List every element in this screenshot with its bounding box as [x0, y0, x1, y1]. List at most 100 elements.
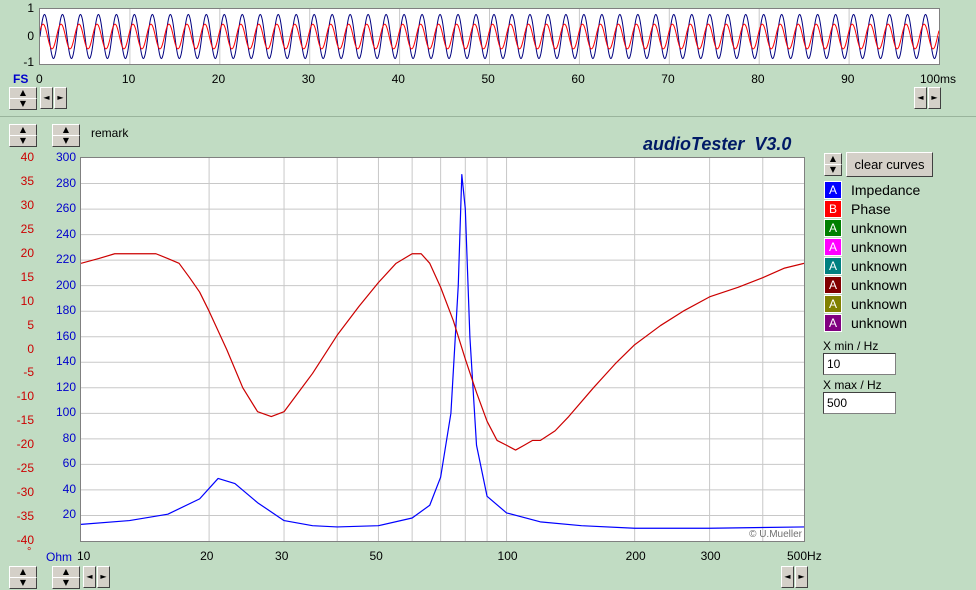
ohm-scale-spinner[interactable]: ▲ ▼ — [52, 124, 80, 147]
scope-x-tick: 30 — [301, 72, 316, 86]
ohm-tick: 260 — [55, 201, 76, 216]
ohm-tick: 160 — [55, 328, 76, 343]
scope-x-tick: 50 — [481, 72, 495, 86]
phase-tick: -30 — [16, 485, 34, 500]
scope-x-tick: 10 — [121, 72, 136, 86]
legend-label: unknown — [851, 277, 908, 293]
freq-left-button[interactable]: ◄ — [83, 566, 96, 588]
ohm-tick: 180 — [55, 303, 76, 318]
scope-y-spinner[interactable]: ▲ ▼ — [9, 87, 37, 110]
app-title: audioTester V3.0 — [643, 134, 792, 154]
ohm-tick: 80 — [62, 430, 76, 445]
curve-color-chip[interactable]: A — [824, 181, 842, 199]
ohm-tick: 200 — [55, 277, 76, 292]
freq-right-button[interactable]: ► — [97, 566, 110, 588]
phase-scale-spinner[interactable]: ▲ ▼ — [9, 124, 37, 147]
phase-tick: 10 — [20, 293, 34, 308]
x-max-label: X max / Hz — [823, 378, 882, 392]
phase-tick: 40 — [20, 150, 34, 164]
divider — [0, 116, 976, 117]
ohm-tick: 40 — [62, 481, 76, 496]
phase-tick: 15 — [20, 269, 34, 284]
scope-y-mid: 0 — [27, 29, 34, 43]
ohm-unit-label: Ohm — [46, 550, 73, 564]
legend-item[interactable]: B Phase — [824, 200, 974, 218]
x-max-input[interactable]: 500 — [823, 392, 896, 414]
scope-x-tick: 40 — [391, 72, 405, 86]
phase-tick: 0 — [27, 341, 34, 356]
ohm-offset-spinner[interactable]: ▲ ▼ — [52, 566, 80, 589]
phase-tick: 35 — [20, 173, 34, 188]
main-plot-panel: © U.Mueller — [80, 157, 805, 542]
ohm-tick: 120 — [55, 379, 76, 394]
legend-label: unknown — [851, 239, 908, 255]
phase-tick: 25 — [20, 221, 34, 236]
clear-curves-button[interactable]: clear curves — [846, 152, 933, 177]
x-min-input[interactable]: 10 — [823, 353, 896, 375]
scope-panel — [39, 8, 940, 65]
scope-x-tick: 100ms — [920, 72, 957, 86]
phase-scale-down-button[interactable]: ▼ — [9, 135, 37, 147]
phase-offset-spinner[interactable]: ▲ ▼ — [9, 566, 37, 589]
watermark: © U.Mueller — [749, 529, 802, 540]
ohm-tick: 140 — [55, 354, 76, 369]
scope-zoom-left-button[interactable]: ◄ — [914, 87, 927, 109]
scope-y-down-button[interactable]: ▼ — [9, 98, 37, 110]
curve-color-chip[interactable]: A — [824, 238, 842, 256]
legend-item[interactable]: A Impedance — [824, 181, 974, 199]
scope-x-tick: 20 — [211, 72, 226, 86]
curve-select-spinner[interactable]: ▲ ▼ — [824, 153, 852, 176]
scope-x-tick: 90 — [841, 72, 855, 86]
scope-x-tick: 60 — [571, 72, 585, 86]
freq-tick: 20 — [200, 549, 214, 563]
series-line-impedance — [81, 174, 804, 529]
curve-color-chip[interactable]: B — [824, 200, 842, 218]
freq-tick: 200 — [625, 549, 646, 563]
series-line-phase — [81, 253, 804, 451]
ohm-offset-down-button[interactable]: ▼ — [52, 577, 80, 589]
phase-tick: 20 — [20, 245, 34, 260]
ohm-tick: 240 — [55, 226, 76, 241]
phase-tick: -20 — [16, 437, 34, 452]
freq-zoom-right-button[interactable]: ► — [795, 566, 808, 588]
ohm-tick: 220 — [55, 252, 76, 267]
freq-zoom-left-button[interactable]: ◄ — [781, 566, 794, 588]
ohm-offset-up-button[interactable]: ▲ — [52, 566, 80, 578]
phase-tick: 30 — [20, 197, 34, 212]
remark-label: remark — [91, 126, 129, 140]
phase-tick: -40 — [16, 533, 34, 547]
scope-y-min: -1 — [23, 55, 34, 69]
scope-x-tick: 0 — [36, 72, 43, 86]
curve-color-chip[interactable]: A — [824, 295, 842, 313]
phase-offset-down-button[interactable]: ▼ — [9, 577, 37, 589]
legend-label: unknown — [851, 220, 908, 236]
freq-tick: 500Hz — [787, 549, 822, 563]
x-min-label: X min / Hz — [823, 339, 879, 353]
curve-color-chip[interactable]: A — [824, 257, 842, 275]
scope-x-right-button[interactable]: ► — [54, 87, 67, 109]
scope-svg — [40, 9, 939, 64]
ohm-tick: 300 — [55, 150, 76, 164]
phase-tick: -10 — [16, 389, 34, 404]
curve-select-down-button[interactable]: ▼ — [824, 164, 842, 176]
legend-label: unknown — [851, 258, 908, 274]
legend-label: unknown — [851, 296, 908, 312]
curve-color-chip[interactable]: A — [824, 276, 842, 294]
phase-tick: 5 — [27, 317, 34, 332]
freq-tick: 50 — [369, 549, 383, 563]
scope-zoom-right-button[interactable]: ► — [928, 87, 941, 109]
curve-color-chip[interactable]: A — [824, 314, 842, 332]
scope-x-tick: 70 — [661, 72, 675, 86]
freq-tick: 30 — [275, 549, 289, 563]
freq-tick: 10 — [77, 549, 91, 563]
scope-x-left-button[interactable]: ◄ — [40, 87, 53, 109]
curve-color-chip[interactable]: A — [824, 219, 842, 237]
ohm-scale-down-button[interactable]: ▼ — [52, 135, 80, 147]
phase-tick: -35 — [16, 509, 34, 524]
